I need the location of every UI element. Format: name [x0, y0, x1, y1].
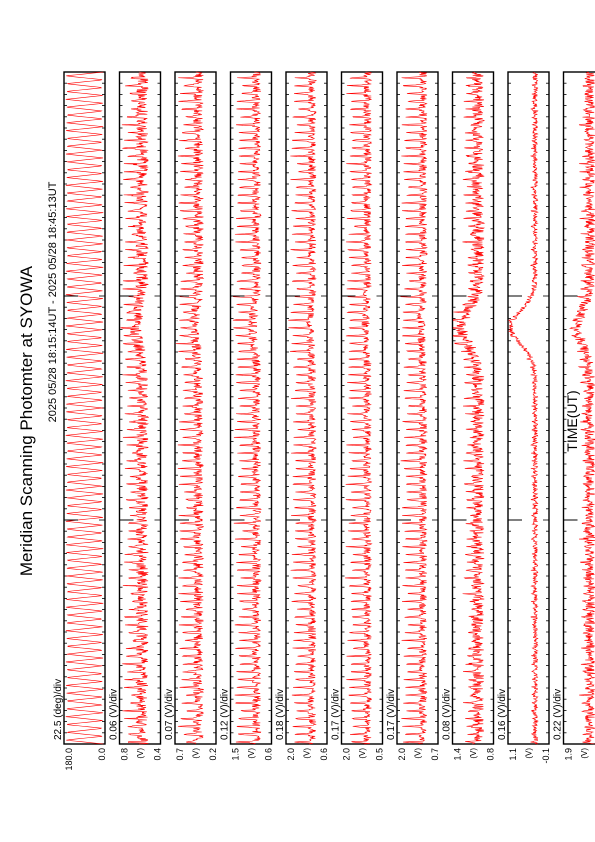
panel-scale-label: 0.12 (V)/div	[220, 689, 231, 740]
panel-ch4: 0.18 (V)/div 0.6 2.0 (V)	[275, 71, 329, 761]
x-axis-label: TIME(UT)	[564, 390, 580, 451]
y-tick-label-min: 0.8	[486, 748, 496, 761]
y-tick-label-min: 0.7	[430, 748, 440, 761]
panel-frame	[285, 71, 328, 745]
y-channel-label: (V)	[247, 748, 256, 759]
trace-ch5	[345, 71, 373, 745]
trace-ch2	[175, 71, 205, 745]
y-channel-label: (V)	[525, 748, 534, 759]
panel-scale-label: 0.08 (V)/div	[442, 689, 453, 740]
y-channel-label: (V)	[136, 748, 145, 759]
panel-frame	[340, 71, 384, 745]
panel-scan: 22.5 (deg)/div 0.0 180.0	[53, 71, 107, 771]
y-channel-label: (V)	[580, 748, 589, 759]
x-axis-ticks: 1815182518351845	[64, 295, 595, 521]
trace-ch8	[507, 71, 539, 745]
y-channel-label: (V)	[192, 748, 201, 759]
y-tick-label-min: 0.0	[97, 748, 107, 761]
panel-ch6: 0.17 (V)/div 0.7 2.0 (V)	[386, 71, 440, 761]
y-tick-label-min: 0.5	[375, 748, 385, 761]
y-tick-label-max: 2.0	[286, 748, 296, 761]
panel-ch1: 0.06 (V)/div 0.4 0.8 (V)	[109, 71, 163, 761]
y-tick-label-max: 0.7	[175, 748, 185, 761]
panel-frame	[229, 71, 273, 745]
y-tick-label-max: 0.8	[120, 748, 130, 761]
y-tick-label-max: 1.4	[453, 748, 463, 761]
y-tick-label-max: 180.0	[64, 748, 74, 771]
trace-ch4	[288, 71, 318, 745]
trace-ch7	[453, 71, 486, 745]
trace-ch1	[120, 71, 150, 745]
panel-ch3: 0.12 (V)/div 0.6 1.5 (V)	[220, 71, 274, 761]
y-tick-label-max: 2.0	[397, 748, 407, 761]
panel-scale-label: 0.06 (V)/div	[109, 689, 120, 740]
panel-scale-label: 0.07 (V)/div	[164, 689, 175, 740]
panel-ch5: 0.17 (V)/div 0.5 2.0 (V)	[331, 71, 385, 761]
panel-scale-label: 22.5 (deg)/div	[53, 679, 64, 740]
y-channel-label: (V)	[414, 748, 423, 759]
y-tick-label-min: 0.6	[319, 748, 329, 761]
y-tick-label-max: 1.9	[564, 748, 574, 761]
panel-scale-label: 0.17 (V)/div	[386, 689, 397, 740]
y-tick-label-max: 1.5	[231, 748, 241, 761]
panel-scale-label: 0.18 (V)/div	[275, 689, 286, 740]
trace-ch6	[400, 71, 429, 745]
y-tick-label-min: 0.2	[208, 748, 218, 761]
y-channel-label: (V)	[358, 748, 367, 759]
panel-ch2: 0.07 (V)/div 0.2 0.7 (V)	[164, 71, 218, 761]
y-tick-label-max: 1.1	[508, 748, 518, 761]
y-channel-label: (V)	[303, 748, 312, 759]
panel-ch7: 0.08 (V)/div 0.8 1.4 (V)	[442, 71, 496, 761]
panel-frame	[507, 71, 550, 745]
trace-ch9	[569, 71, 595, 745]
y-tick-label-min: 0.4	[153, 748, 163, 761]
y-tick-label-max: 2.0	[342, 748, 352, 761]
y-tick-label-min: 0.6	[264, 748, 274, 761]
panel-scale-label: 0.17 (V)/div	[331, 689, 342, 740]
panel-frame	[63, 71, 106, 745]
y-tick-label-min: -0.1	[541, 748, 551, 764]
panel-ch8: 0.16 (V)/div -0.1 1.1 (V)	[497, 71, 551, 764]
panel-scale-label: 0.22 (V)/div	[553, 689, 564, 740]
y-channel-label: (V)	[469, 748, 478, 759]
trace-scan	[65, 71, 104, 745]
panel-stack: 22.5 (deg)/div 0.0 180.0 0.06 (V)/div 0.4 0.8…	[53, 71, 595, 771]
time-range-label: 2025 05/28 18:15:14UT - 2025 05/28 18:45…	[47, 181, 59, 422]
chart-title: Meridian Scanning Photomter at SYOWA	[17, 265, 36, 576]
panel-scale-label: 0.16 (V)/div	[497, 689, 508, 740]
trace-ch3	[232, 71, 262, 745]
